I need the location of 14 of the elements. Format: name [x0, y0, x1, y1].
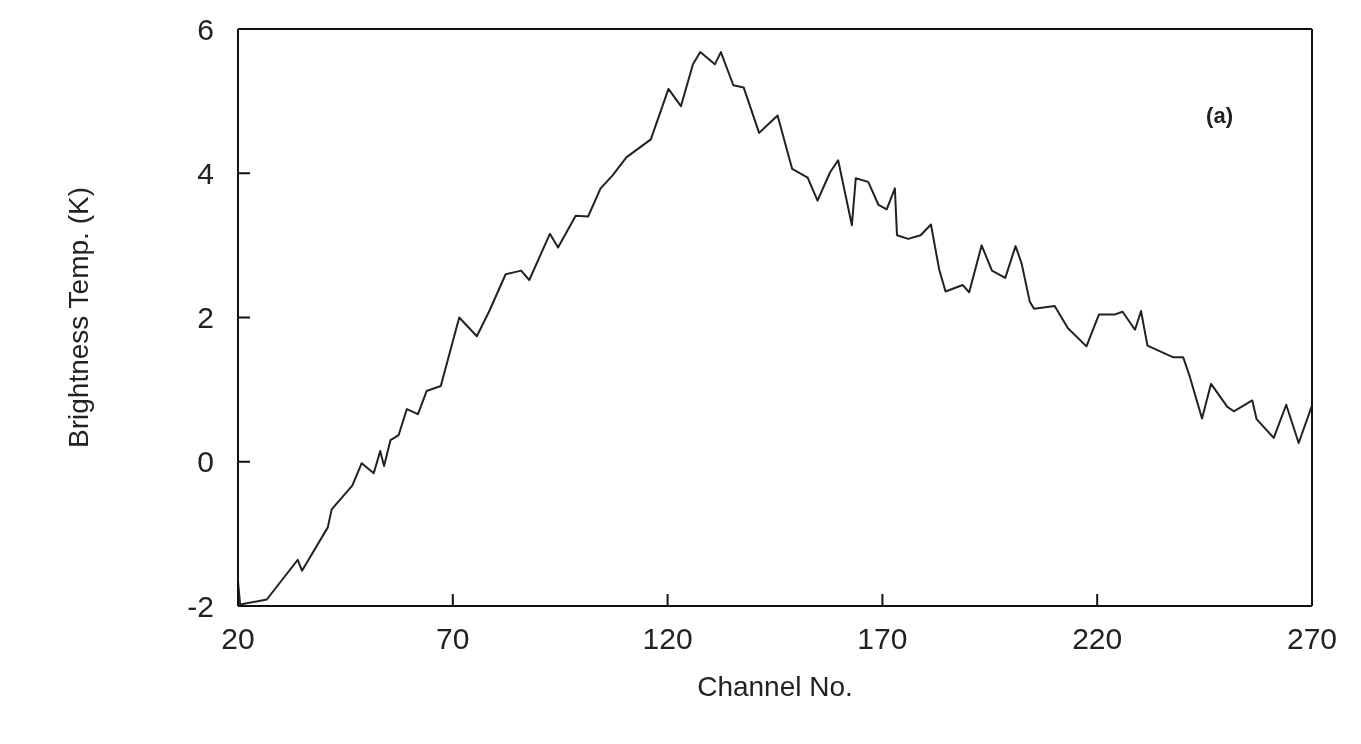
- y-tick-label: 0: [197, 445, 214, 479]
- x-tick-label: 170: [857, 622, 908, 656]
- x-tick-label: 70: [436, 622, 470, 656]
- y-axis-title: Brightness Temp. (K): [62, 187, 94, 448]
- y-tick-label: 6: [197, 12, 214, 46]
- annotation: (a): [1206, 103, 1233, 129]
- x-tick-label: 20: [221, 622, 255, 656]
- y-tick-label: -2: [187, 589, 214, 623]
- y-tick-label: 2: [197, 301, 214, 335]
- x-tick-label: 120: [642, 622, 693, 656]
- x-tick-label: 220: [1072, 622, 1123, 656]
- x-axis-title: Channel No.: [697, 671, 853, 702]
- y-tick-label: 4: [197, 156, 214, 190]
- x-tick-label: 270: [1286, 622, 1338, 656]
